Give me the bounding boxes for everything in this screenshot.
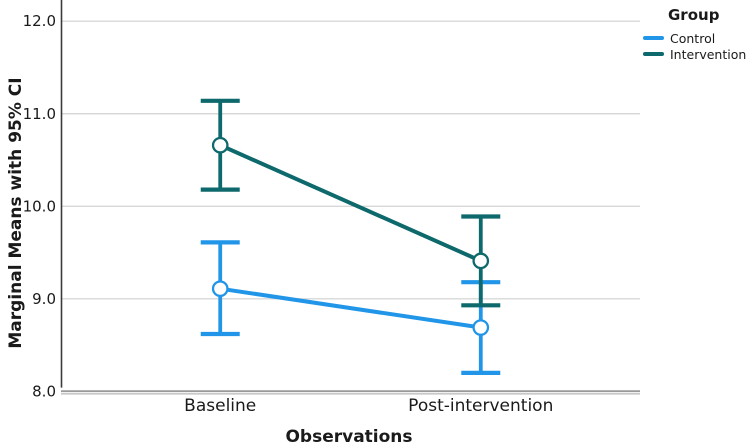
y-axis-title: Marginal Means with 95% CI xyxy=(6,77,26,349)
legend-item-control: Control xyxy=(640,30,750,46)
series-line-control xyxy=(219,286,482,330)
legend-label-control: Control xyxy=(670,30,716,46)
marker-control-1 xyxy=(472,319,490,336)
legend-swatch-intervention xyxy=(643,52,664,56)
y-tick-label: 12.0 xyxy=(23,12,56,30)
legend-item-intervention: Intervention xyxy=(640,46,750,62)
y-tick-label: 11.0 xyxy=(23,105,56,123)
y-tick-label: 10.0 xyxy=(23,197,56,215)
x-tick-label: Baseline xyxy=(184,396,256,416)
x-tick-label: Post-intervention xyxy=(408,396,553,416)
marker-intervention-1 xyxy=(472,252,490,270)
legend: Group Control Intervention xyxy=(640,4,750,63)
marker-intervention-0 xyxy=(211,136,229,154)
y-tick-label: 8.0 xyxy=(32,382,56,400)
legend-label-intervention: Intervention xyxy=(670,46,747,62)
marker-control-0 xyxy=(211,280,229,298)
x-axis-title: Observations xyxy=(285,427,413,447)
series-line-intervention xyxy=(219,143,482,263)
legend-items: Control Intervention xyxy=(640,30,750,62)
y-tick-label: 9.0 xyxy=(32,290,56,308)
legend-title: Group xyxy=(668,6,720,24)
legend-swatch-control xyxy=(643,36,664,40)
